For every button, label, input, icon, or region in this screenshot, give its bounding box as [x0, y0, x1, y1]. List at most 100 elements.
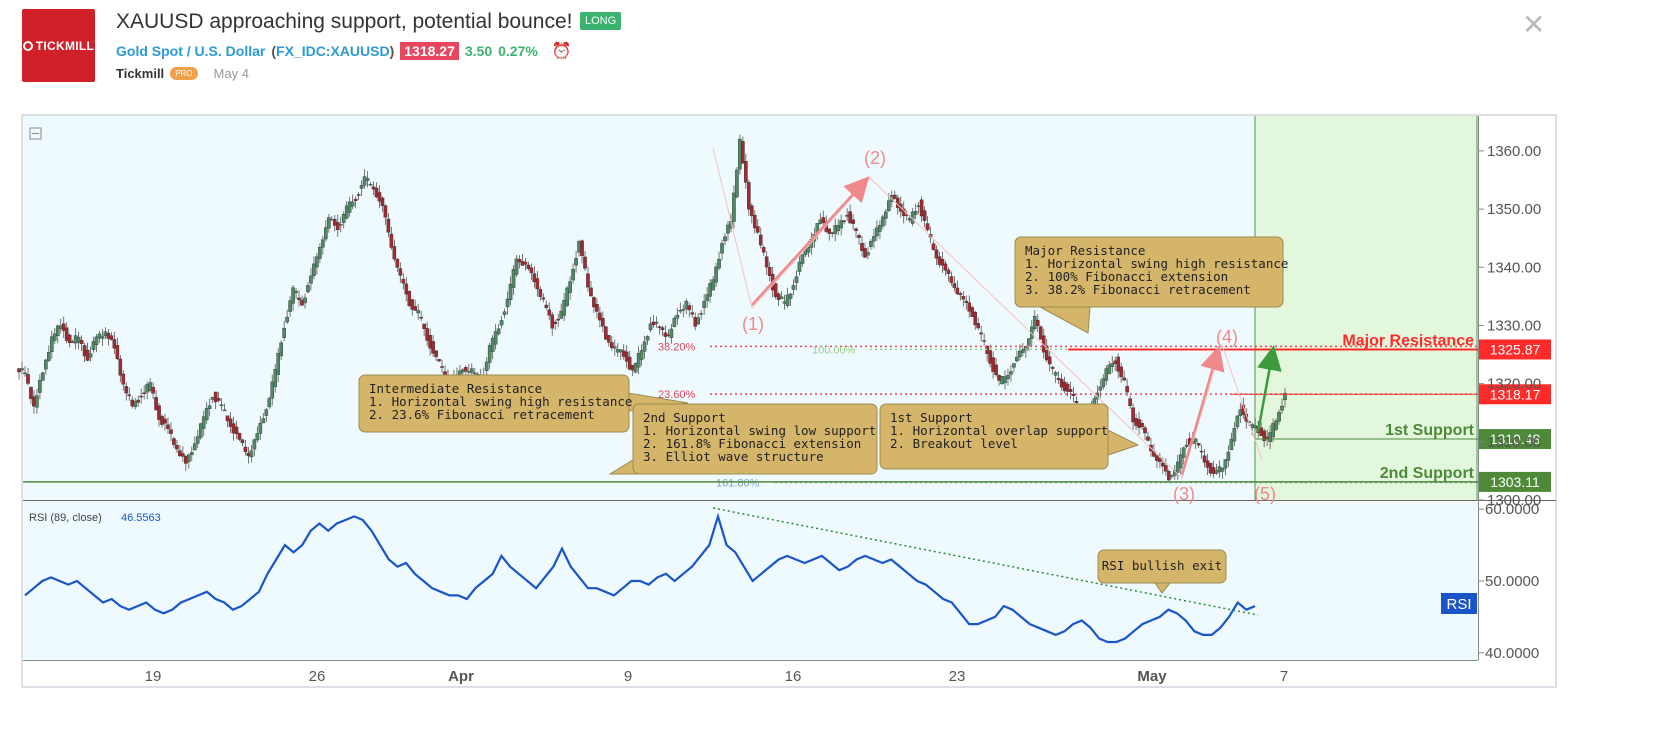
- candle-body: [285, 316, 289, 323]
- candle-body: [779, 296, 784, 300]
- candle-body: [234, 426, 239, 434]
- candle-body: [55, 325, 60, 336]
- candle-body: [636, 353, 641, 368]
- collapse-icon[interactable]: [29, 127, 42, 140]
- candle-body: [440, 366, 444, 368]
- candle-body: [413, 306, 418, 311]
- symbol-name-link[interactable]: Gold Spot / U.S. Dollar: [116, 43, 266, 59]
- candle-body: [970, 307, 975, 317]
- candle-body: [702, 301, 706, 308]
- callout-line: 1. Horizontal overlap support: [890, 423, 1108, 438]
- candle-body: [458, 370, 462, 376]
- rsi-y-tick-label: 50.0000: [1485, 573, 1539, 590]
- candle-body: [1161, 462, 1165, 467]
- candle-body: [687, 305, 692, 311]
- callout-box: [632, 403, 878, 475]
- candle-body: [359, 185, 364, 189]
- idea-header: TICKMILL XAUUSD approaching support, pot…: [0, 0, 1655, 110]
- candle-body: [383, 205, 388, 218]
- candle-body: [1211, 467, 1216, 474]
- close-icon[interactable]: ✕: [1522, 9, 1546, 40]
- candle-body: [38, 379, 42, 393]
- candle-body: [154, 397, 158, 411]
- candle-body: [118, 358, 123, 376]
- candle-body: [696, 317, 700, 325]
- level-price-label: 1325.87: [1490, 341, 1541, 357]
- wave-label: (1): [742, 314, 764, 334]
- candle-body: [324, 227, 328, 240]
- candle-body: [741, 141, 745, 164]
- candle-body: [1170, 475, 1174, 477]
- candle-body: [639, 350, 644, 360]
- candle-body: [1065, 383, 1070, 392]
- candle-body: [559, 310, 563, 319]
- candle-body: [487, 345, 492, 363]
- candle-body: [282, 328, 286, 338]
- candle-body: [791, 285, 796, 290]
- candle-body: [1113, 360, 1118, 365]
- candle-body: [1235, 415, 1240, 428]
- candle-body: [1134, 418, 1138, 426]
- candle-body: [204, 407, 209, 421]
- symbol-code[interactable]: (FX_IDC:XAUUSD): [271, 43, 395, 59]
- candle-body: [225, 415, 230, 422]
- candle-body: [976, 323, 980, 329]
- candle-body: [425, 328, 429, 341]
- candle-body: [133, 401, 138, 407]
- candle-body: [58, 325, 63, 329]
- candle-body: [982, 340, 986, 342]
- author-name[interactable]: Tickmill: [116, 66, 165, 81]
- author-row: Tickmill PRO May 4: [116, 66, 249, 81]
- callout-title: 1st Support: [890, 410, 973, 425]
- level-price-label: 1310.48: [1490, 431, 1541, 447]
- candle-body: [145, 384, 149, 393]
- candle-body: [371, 186, 376, 190]
- candle-body: [258, 422, 263, 434]
- candle-body: [839, 220, 843, 229]
- level-price-tag: [1479, 471, 1551, 492]
- candle-body: [341, 214, 346, 223]
- level-price-label: 1318.17: [1490, 386, 1541, 402]
- candle-body: [1217, 466, 1222, 473]
- candle-body: [744, 161, 748, 183]
- alarm-clock-icon[interactable]: ⏰: [551, 43, 572, 60]
- candle-body: [175, 444, 179, 450]
- candle-body: [869, 241, 873, 247]
- candle-body: [1205, 460, 1210, 468]
- x-tick-label: 23: [949, 668, 966, 685]
- wave-label: (5): [1254, 484, 1276, 504]
- candle-body: [1131, 407, 1135, 423]
- candle-body: [991, 357, 995, 372]
- candle-body: [210, 397, 215, 400]
- candle-body: [395, 258, 400, 268]
- candle-body: [1071, 393, 1076, 396]
- candle-body: [642, 341, 647, 352]
- candle-body: [758, 234, 763, 246]
- rsi-y-tick-label: 40.0000: [1485, 645, 1539, 662]
- candle-body: [1202, 455, 1207, 463]
- candle-body: [571, 268, 575, 281]
- tickmill-logo[interactable]: TICKMILL: [22, 9, 95, 82]
- candle-body: [887, 200, 891, 212]
- candle-body: [467, 371, 471, 373]
- candle-body: [1074, 401, 1079, 403]
- candle-body: [714, 266, 718, 283]
- candle-body: [723, 236, 727, 242]
- candle-body: [1226, 451, 1231, 461]
- candle-body: [541, 297, 546, 300]
- candle-body: [404, 283, 409, 295]
- candle-body: [374, 187, 379, 198]
- candle-body: [964, 300, 969, 303]
- level-price-tag: [1479, 429, 1551, 450]
- candle-body: [41, 372, 45, 381]
- candle-body: [344, 205, 349, 219]
- candle-body: [1101, 378, 1106, 388]
- candle-body: [595, 304, 599, 312]
- candle-body: [773, 283, 778, 297]
- candle-body: [67, 334, 72, 343]
- candle-body: [1274, 420, 1278, 430]
- candle-body: [1193, 438, 1198, 443]
